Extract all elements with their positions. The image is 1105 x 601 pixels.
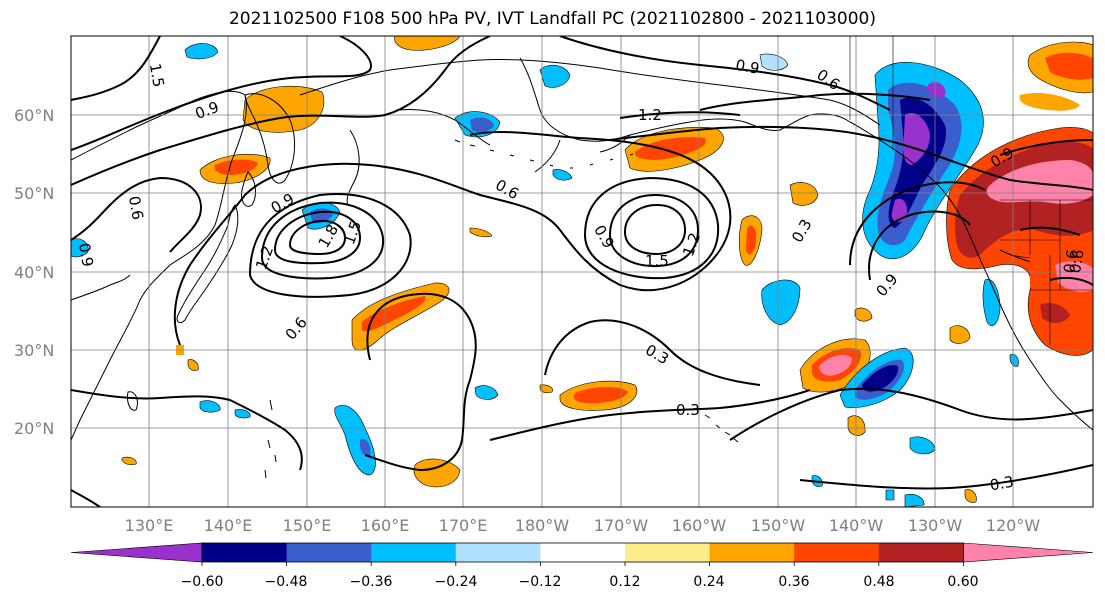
lon-tick-label: 160°E [361,516,410,535]
colorbar-extend-max [963,542,1094,563]
colorbar-tick-label: 0.48 [863,574,894,590]
colorbar-segment [455,543,541,562]
colorbar-segment [625,543,711,562]
colorbar-segment [878,543,964,562]
coastlines [71,57,1093,479]
contour-label: 0.6 [1060,248,1082,275]
lat-tick-label: 60°N [14,106,54,125]
colorbar-extend-min [70,542,203,563]
contour-label: 0.3 [988,473,1015,495]
lat-tick-label: 30°N [14,341,54,360]
contour-label: 1.2 [638,106,662,124]
contour-label: 0.9 [75,242,97,269]
lon-tick-label: 130°W [908,516,963,535]
colorbar-labels: −0.60 −0.48 −0.36 −0.24 −0.12 0.12 0.24 … [181,574,979,590]
lon-tick-label: 140°E [204,516,253,535]
colorbar-tick-label: −0.36 [350,574,393,590]
lat-tick-label: 40°N [14,263,54,282]
lon-tick-label: 160°W [672,516,727,535]
contour-label: 0.6 [125,195,147,222]
political-borders [849,36,1093,345]
colorbar-segment [709,543,795,562]
colorbar-tick-label: −0.60 [181,574,224,590]
contour-label: 0.3 [676,401,700,419]
colorbar-tick-label: −0.24 [435,574,478,590]
colorbar-tick-label: 0.36 [778,574,809,590]
map-title: 2021102500 F108 500 hPa PV, IVT Landfall… [228,9,876,29]
contour-label: 0.6 [1066,248,1088,275]
colorbar [70,542,1094,566]
lon-tick-label: 150°E [283,516,332,535]
contour-label: 1.5 [645,252,669,270]
colorbar-tick-label: 0.12 [609,574,640,590]
longitude-labels: 130°E 140°E 150°E 160°E 170°E 180°W 170°… [125,516,1041,535]
colorbar-outline [201,542,964,563]
lat-tick-label: 50°N [14,184,54,203]
lon-tick-label: 150°W [751,516,806,535]
lon-tick-label: 130°E [125,516,174,535]
colorbar-segment [202,543,288,562]
contour-label: 0.9 [734,56,761,78]
colorbar-tick-label: 0.60 [947,574,978,590]
map-frame [70,35,1094,508]
contour-label: 1.5 [146,62,168,89]
lat-tick-label: 20°N [14,419,54,438]
colorbar-tick-label: 0.24 [693,574,724,590]
colorbar-segment [371,543,457,562]
lon-tick-label: 120°W [986,516,1041,535]
lon-tick-label: 180°W [515,516,570,535]
lon-tick-label: 170°W [594,516,649,535]
lon-tick-label: 170°E [439,516,488,535]
colorbar-segment [794,543,880,562]
lon-tick-label: 140°W [829,516,884,535]
colorbar-segment [286,543,372,562]
colorbar-tick-label: −0.48 [265,574,308,590]
pv-contours [71,36,1093,507]
colorbar-tick-label: −0.12 [519,574,562,590]
latitude-labels: 60°N 50°N 40°N 30°N 20°N [14,106,54,438]
colorbar-segment [540,543,626,562]
